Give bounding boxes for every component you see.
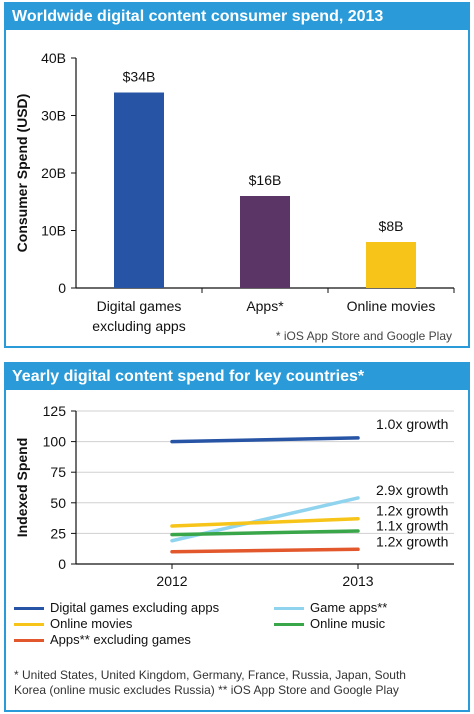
bar-value-label: $8B [379,218,404,234]
footnote-line-1: * United States, United Kingdom, Germany… [14,668,406,682]
y-axis-title: Indexed Spend [14,438,30,538]
footnote-line-2: Korea (online music excludes Russia) ** … [14,683,399,697]
y-tick-label: 30B [41,108,66,124]
x-tick-label: 2013 [342,573,373,589]
y-tick-label: 100 [43,434,67,450]
series-line [170,529,360,537]
yearly-spend-panel: Yearly digital content spend for key cou… [4,362,470,712]
y-tick-label: 0 [58,280,66,296]
growth-annotation: 2.9x growth [376,482,448,498]
growth-annotation: 1.2x growth [376,503,448,519]
y-axis-title: Consumer Spend (USD) [14,94,30,253]
bar [240,196,290,288]
x-tick-label: 2012 [156,573,187,589]
bar [114,92,164,288]
consumer-spend-bar-chart: 0 10B 20B 30B 40B Consumer Spend (USD) $34B Dig… [14,50,455,343]
legend-label: Online movies [50,616,133,631]
legend-label: Digital games excluding apps [50,600,220,615]
bar-value-label: $16B [249,172,282,188]
bar [366,242,416,288]
chart-1-footnote: * iOS App Store and Google Play [276,329,452,343]
chart-2-title: Yearly digital content spend for key cou… [6,364,468,390]
series-line [170,516,360,528]
x-category-label: Apps* [246,298,284,314]
legend-label: Online music [310,616,386,631]
chart-2-legend: Digital games excluding apps Game apps** O… [14,600,464,648]
x-category-label: excluding apps [92,318,185,334]
growth-annotation: 1.1x growth [376,518,448,534]
consumer-spend-panel: Worldwide digital content consumer spend… [4,2,470,348]
y-tick-label: 10B [41,223,66,239]
y-tick-label: 50 [50,495,66,511]
legend-label: Apps** excluding games [50,632,191,647]
growth-annotation: 1.2x growth [376,533,448,549]
series-line [170,547,360,554]
legend-swatch [14,607,44,610]
x-category-label: Online movies [347,298,436,314]
legend-swatch [14,639,44,642]
indexed-spend-line-chart: 0 25 50 75 100 125 Indexed Spend 2012 2013 1.0x g… [14,403,454,589]
growth-annotation: 1.0x growth [376,416,448,432]
legend-swatch [274,607,304,610]
y-tick-label: 20B [41,165,66,181]
chart-2-footnote: * United States, United Kingdom, Germany… [14,668,464,698]
y-tick-label: 25 [50,525,66,541]
y-tick-label: 0 [58,556,66,572]
legend-label: Game apps** [310,600,388,615]
y-tick-label: 40B [41,50,66,66]
series-line [170,436,360,444]
legend-swatch [274,623,304,626]
x-category-label: Digital games [97,298,182,314]
y-tick-label: 75 [50,464,66,480]
chart-1-title: Worldwide digital content consumer spend… [6,4,468,30]
legend-swatch [14,623,44,626]
bar-value-label: $34B [123,69,156,85]
y-tick-label: 125 [43,403,67,419]
